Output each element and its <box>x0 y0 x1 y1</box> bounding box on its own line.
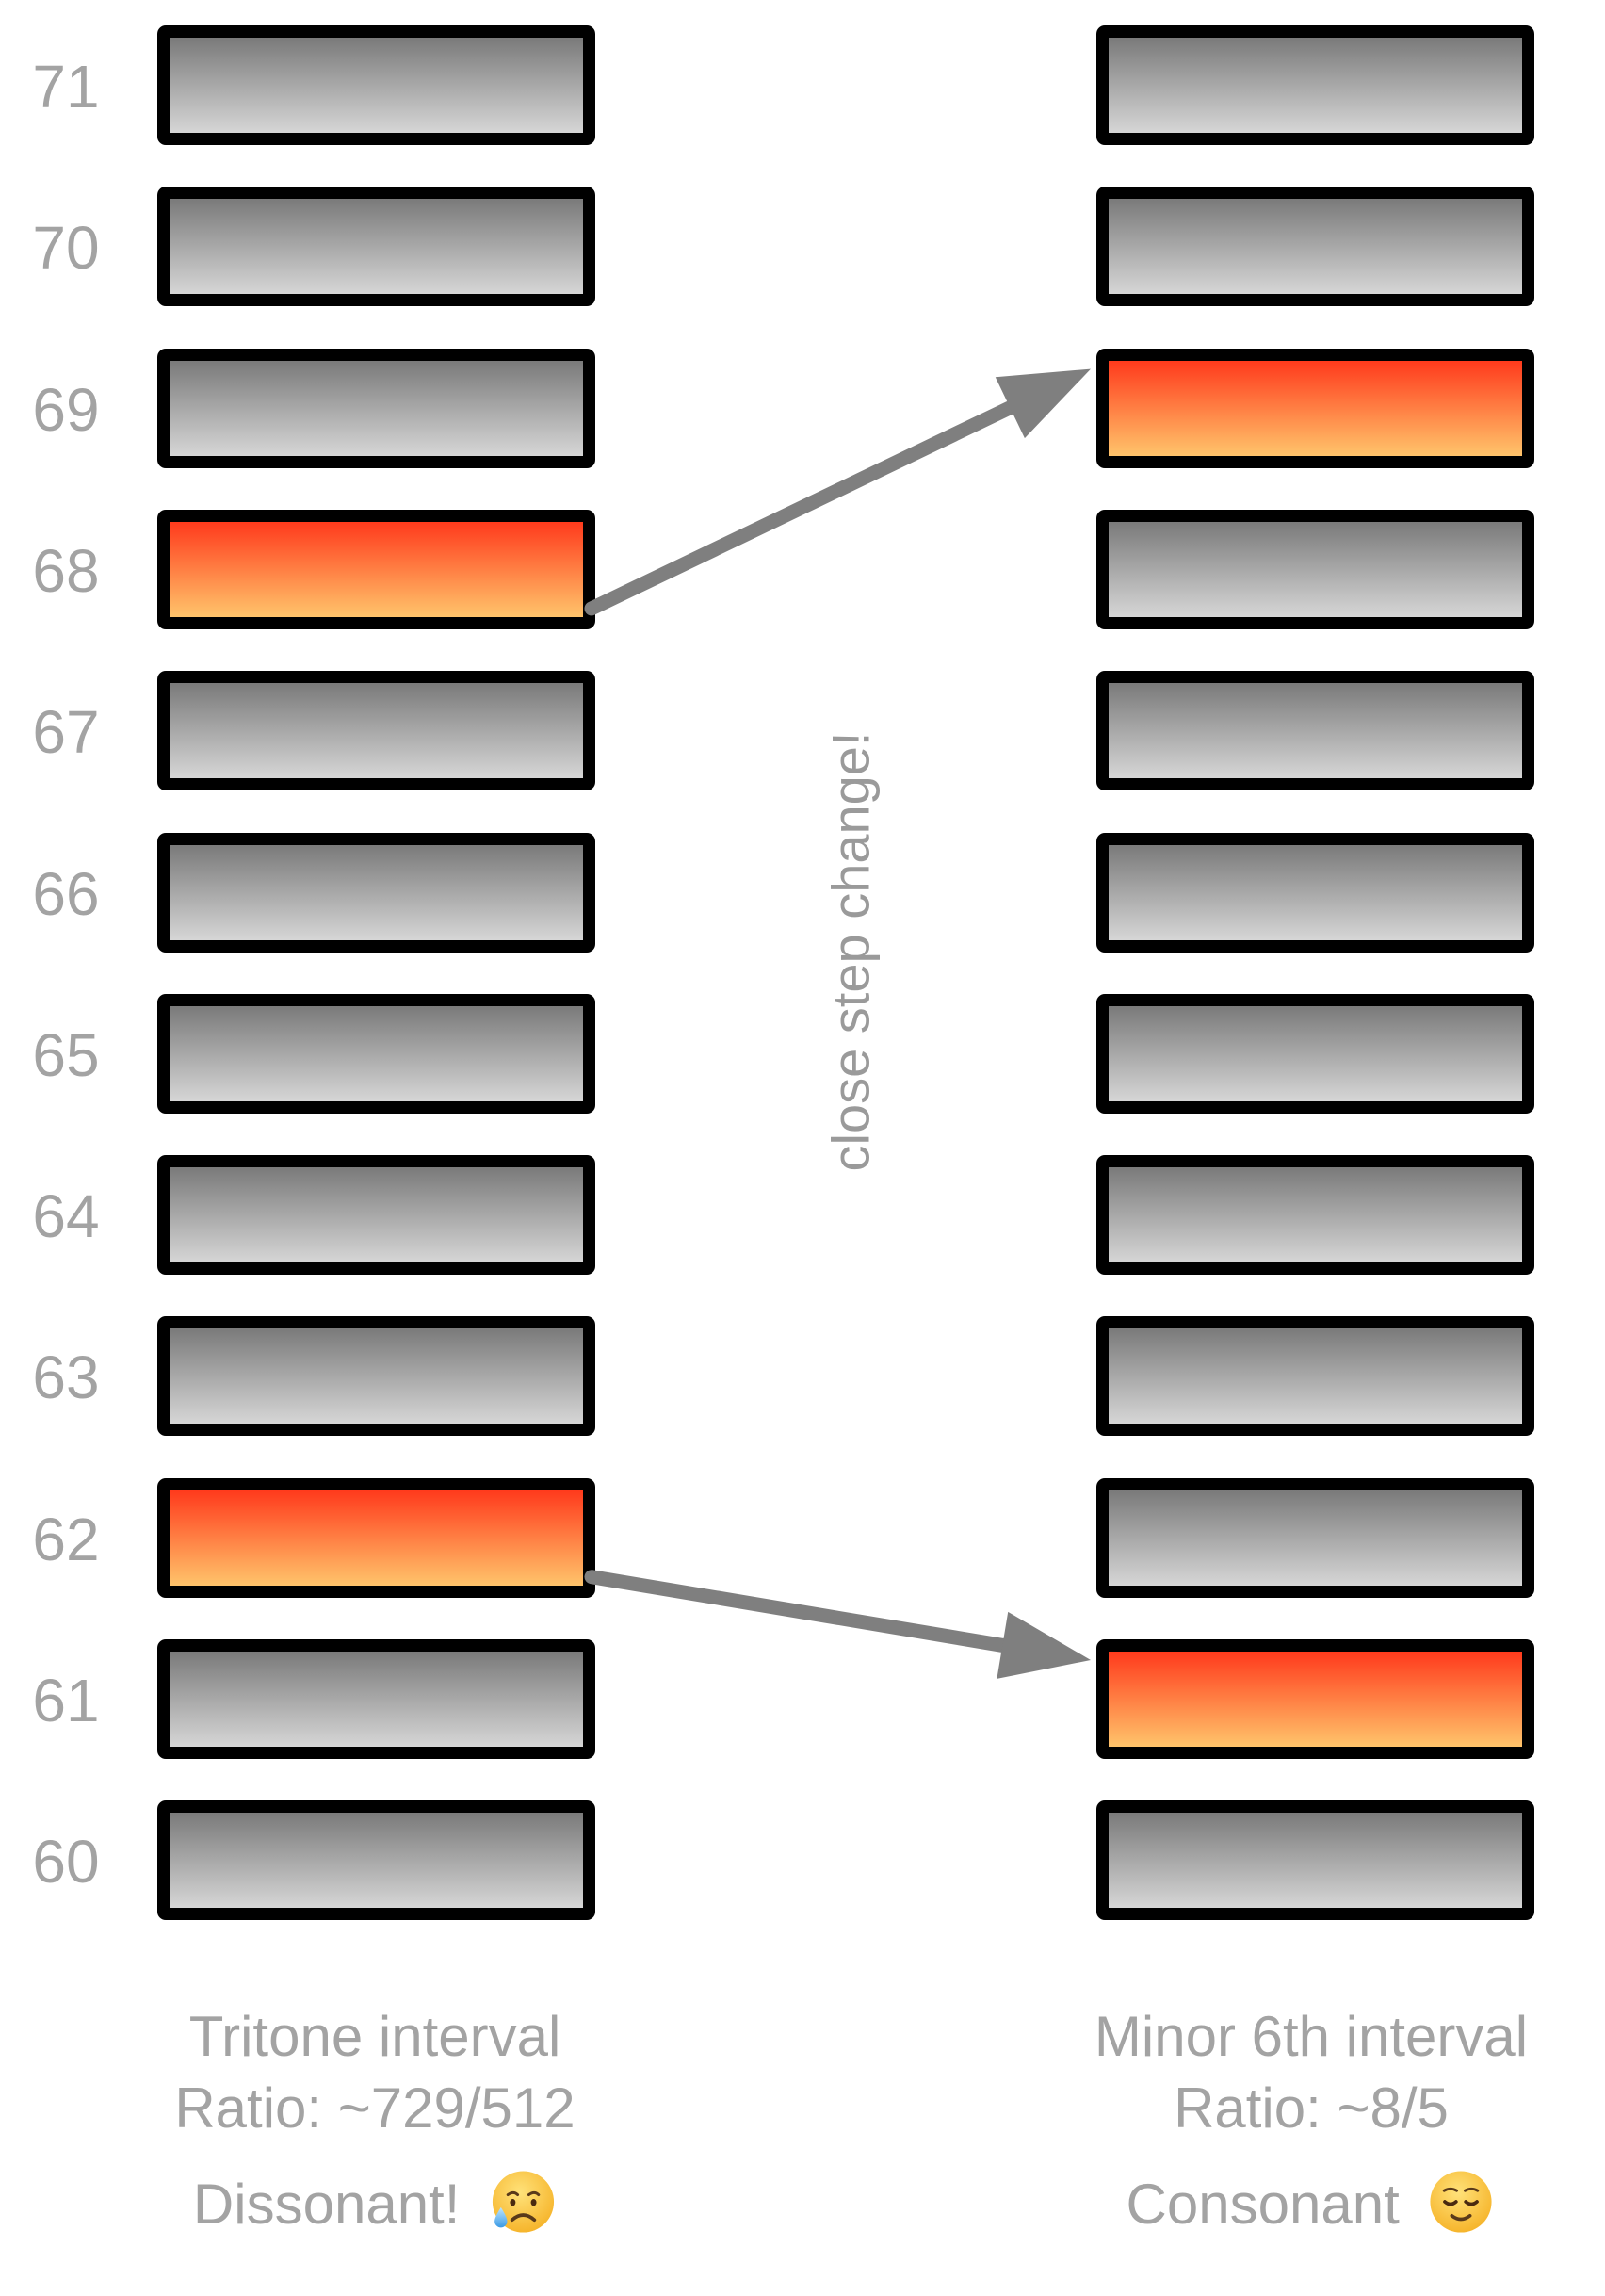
note-number-71: 71 <box>32 53 100 121</box>
left-key-65 <box>157 993 595 1114</box>
right-key-60 <box>1096 1800 1534 1921</box>
left-caption-title: Tritone interval <box>188 2005 561 2068</box>
right-key-71 <box>1096 25 1534 145</box>
right-key-64 <box>1096 1155 1534 1276</box>
left-key-67 <box>157 671 595 791</box>
left-key-61 <box>157 1639 595 1759</box>
right-key-69 <box>1096 348 1534 468</box>
right-caption-ratio: Ratio: ~8/5 <box>1174 2076 1449 2140</box>
right-key-63 <box>1096 1316 1534 1437</box>
relieved-face-icon <box>1430 2171 1492 2233</box>
right-key-70 <box>1096 187 1534 307</box>
right-key-67 <box>1096 671 1534 791</box>
left-key-70 <box>157 187 595 307</box>
right-key-68 <box>1096 509 1534 629</box>
note-number-68: 68 <box>32 536 100 605</box>
right-key-65 <box>1096 993 1534 1114</box>
left-key-68 <box>157 509 595 629</box>
right-caption-title: Minor 6th interval <box>1094 2005 1529 2068</box>
right-key-62 <box>1096 1477 1534 1598</box>
arrow-shaft-68-to-69 <box>584 399 1021 616</box>
arrow-head-68-to-69 <box>995 368 1091 439</box>
note-number-63: 63 <box>32 1343 100 1412</box>
left-caption: Tritone interval Ratio: ~729/512 Dissona… <box>64 2009 686 2237</box>
left-key-66 <box>157 832 595 953</box>
right-caption: Minor 6th interval Ratio: ~8/5 Consonant <box>1000 2009 1605 2237</box>
right-caption-verdict: Consonant <box>1126 2173 1400 2236</box>
right-key-66 <box>1096 832 1534 953</box>
arrow-shaft-62-to-61 <box>584 1570 1013 1653</box>
note-number-66: 66 <box>32 859 100 928</box>
left-key-69 <box>157 348 595 468</box>
left-key-62 <box>157 1477 595 1598</box>
note-number-64: 64 <box>32 1182 100 1251</box>
left-caption-verdict-line: Dissonant! <box>64 2167 686 2237</box>
left-caption-ratio: Ratio: ~729/512 <box>174 2076 576 2140</box>
note-number-62: 62 <box>32 1505 100 1573</box>
note-number-61: 61 <box>32 1667 100 1734</box>
sad-sweat-face-icon <box>492 2171 555 2233</box>
left-key-71 <box>157 25 595 145</box>
left-caption-verdict: Dissonant! <box>192 2173 461 2236</box>
note-number-67: 67 <box>32 698 100 767</box>
arrow-head-62-to-61 <box>997 1611 1091 1679</box>
note-number-70: 70 <box>32 214 100 283</box>
note-number-60: 60 <box>32 1828 100 1897</box>
right-key-61 <box>1096 1639 1534 1759</box>
left-key-60 <box>157 1800 595 1921</box>
left-key-63 <box>157 1316 595 1437</box>
note-number-69: 69 <box>32 375 100 444</box>
note-number-65: 65 <box>32 1020 100 1089</box>
right-caption-verdict-line: Consonant <box>1000 2167 1605 2237</box>
left-key-64 <box>157 1155 595 1276</box>
center-label: close step change! <box>820 731 881 1172</box>
